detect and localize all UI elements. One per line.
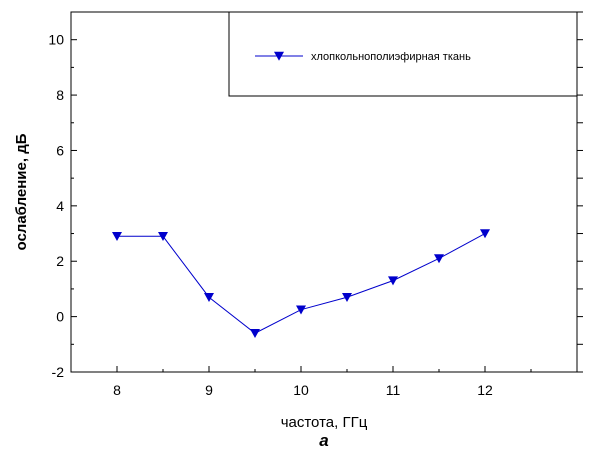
y-tick-label: 8 xyxy=(56,87,64,103)
y-tick-label: 0 xyxy=(56,309,64,325)
legend-marker-triangle xyxy=(274,51,284,61)
x-tick-label: 12 xyxy=(477,382,493,398)
data-point xyxy=(342,292,352,302)
data-point xyxy=(204,292,214,302)
series-layer xyxy=(112,229,490,338)
data-point xyxy=(434,254,444,264)
data-point xyxy=(250,328,260,338)
y-ticks: -2 0 2 4 6 8 10 xyxy=(48,32,77,380)
x-tick-label: 9 xyxy=(205,382,213,398)
y-tick-label: 10 xyxy=(48,32,64,48)
x-axis-title: частота, ГГц xyxy=(281,414,368,431)
data-point xyxy=(296,305,306,315)
data-point xyxy=(158,232,168,242)
panel-label: а xyxy=(319,431,328,450)
data-point xyxy=(480,229,490,239)
y-axis-title: ослабление, дБ xyxy=(13,133,30,250)
data-point xyxy=(112,232,122,242)
legend-box xyxy=(228,11,578,97)
y-tick-label: 2 xyxy=(56,253,64,269)
x-ticks: 8 9 10 11 12 xyxy=(113,366,532,398)
x-tick-label: 10 xyxy=(293,382,309,398)
y-tick-label: 4 xyxy=(56,198,64,214)
series-line xyxy=(117,233,486,334)
right-axis-ticks xyxy=(577,11,583,373)
x-tick-label: 8 xyxy=(113,382,121,398)
x-tick-label: 11 xyxy=(386,382,401,398)
y-tick-label: 6 xyxy=(56,142,64,158)
y-tick-label: -2 xyxy=(52,364,65,380)
data-point xyxy=(388,276,398,286)
legend-entry-label: хлопкольнополиэфирная ткань xyxy=(311,51,471,63)
